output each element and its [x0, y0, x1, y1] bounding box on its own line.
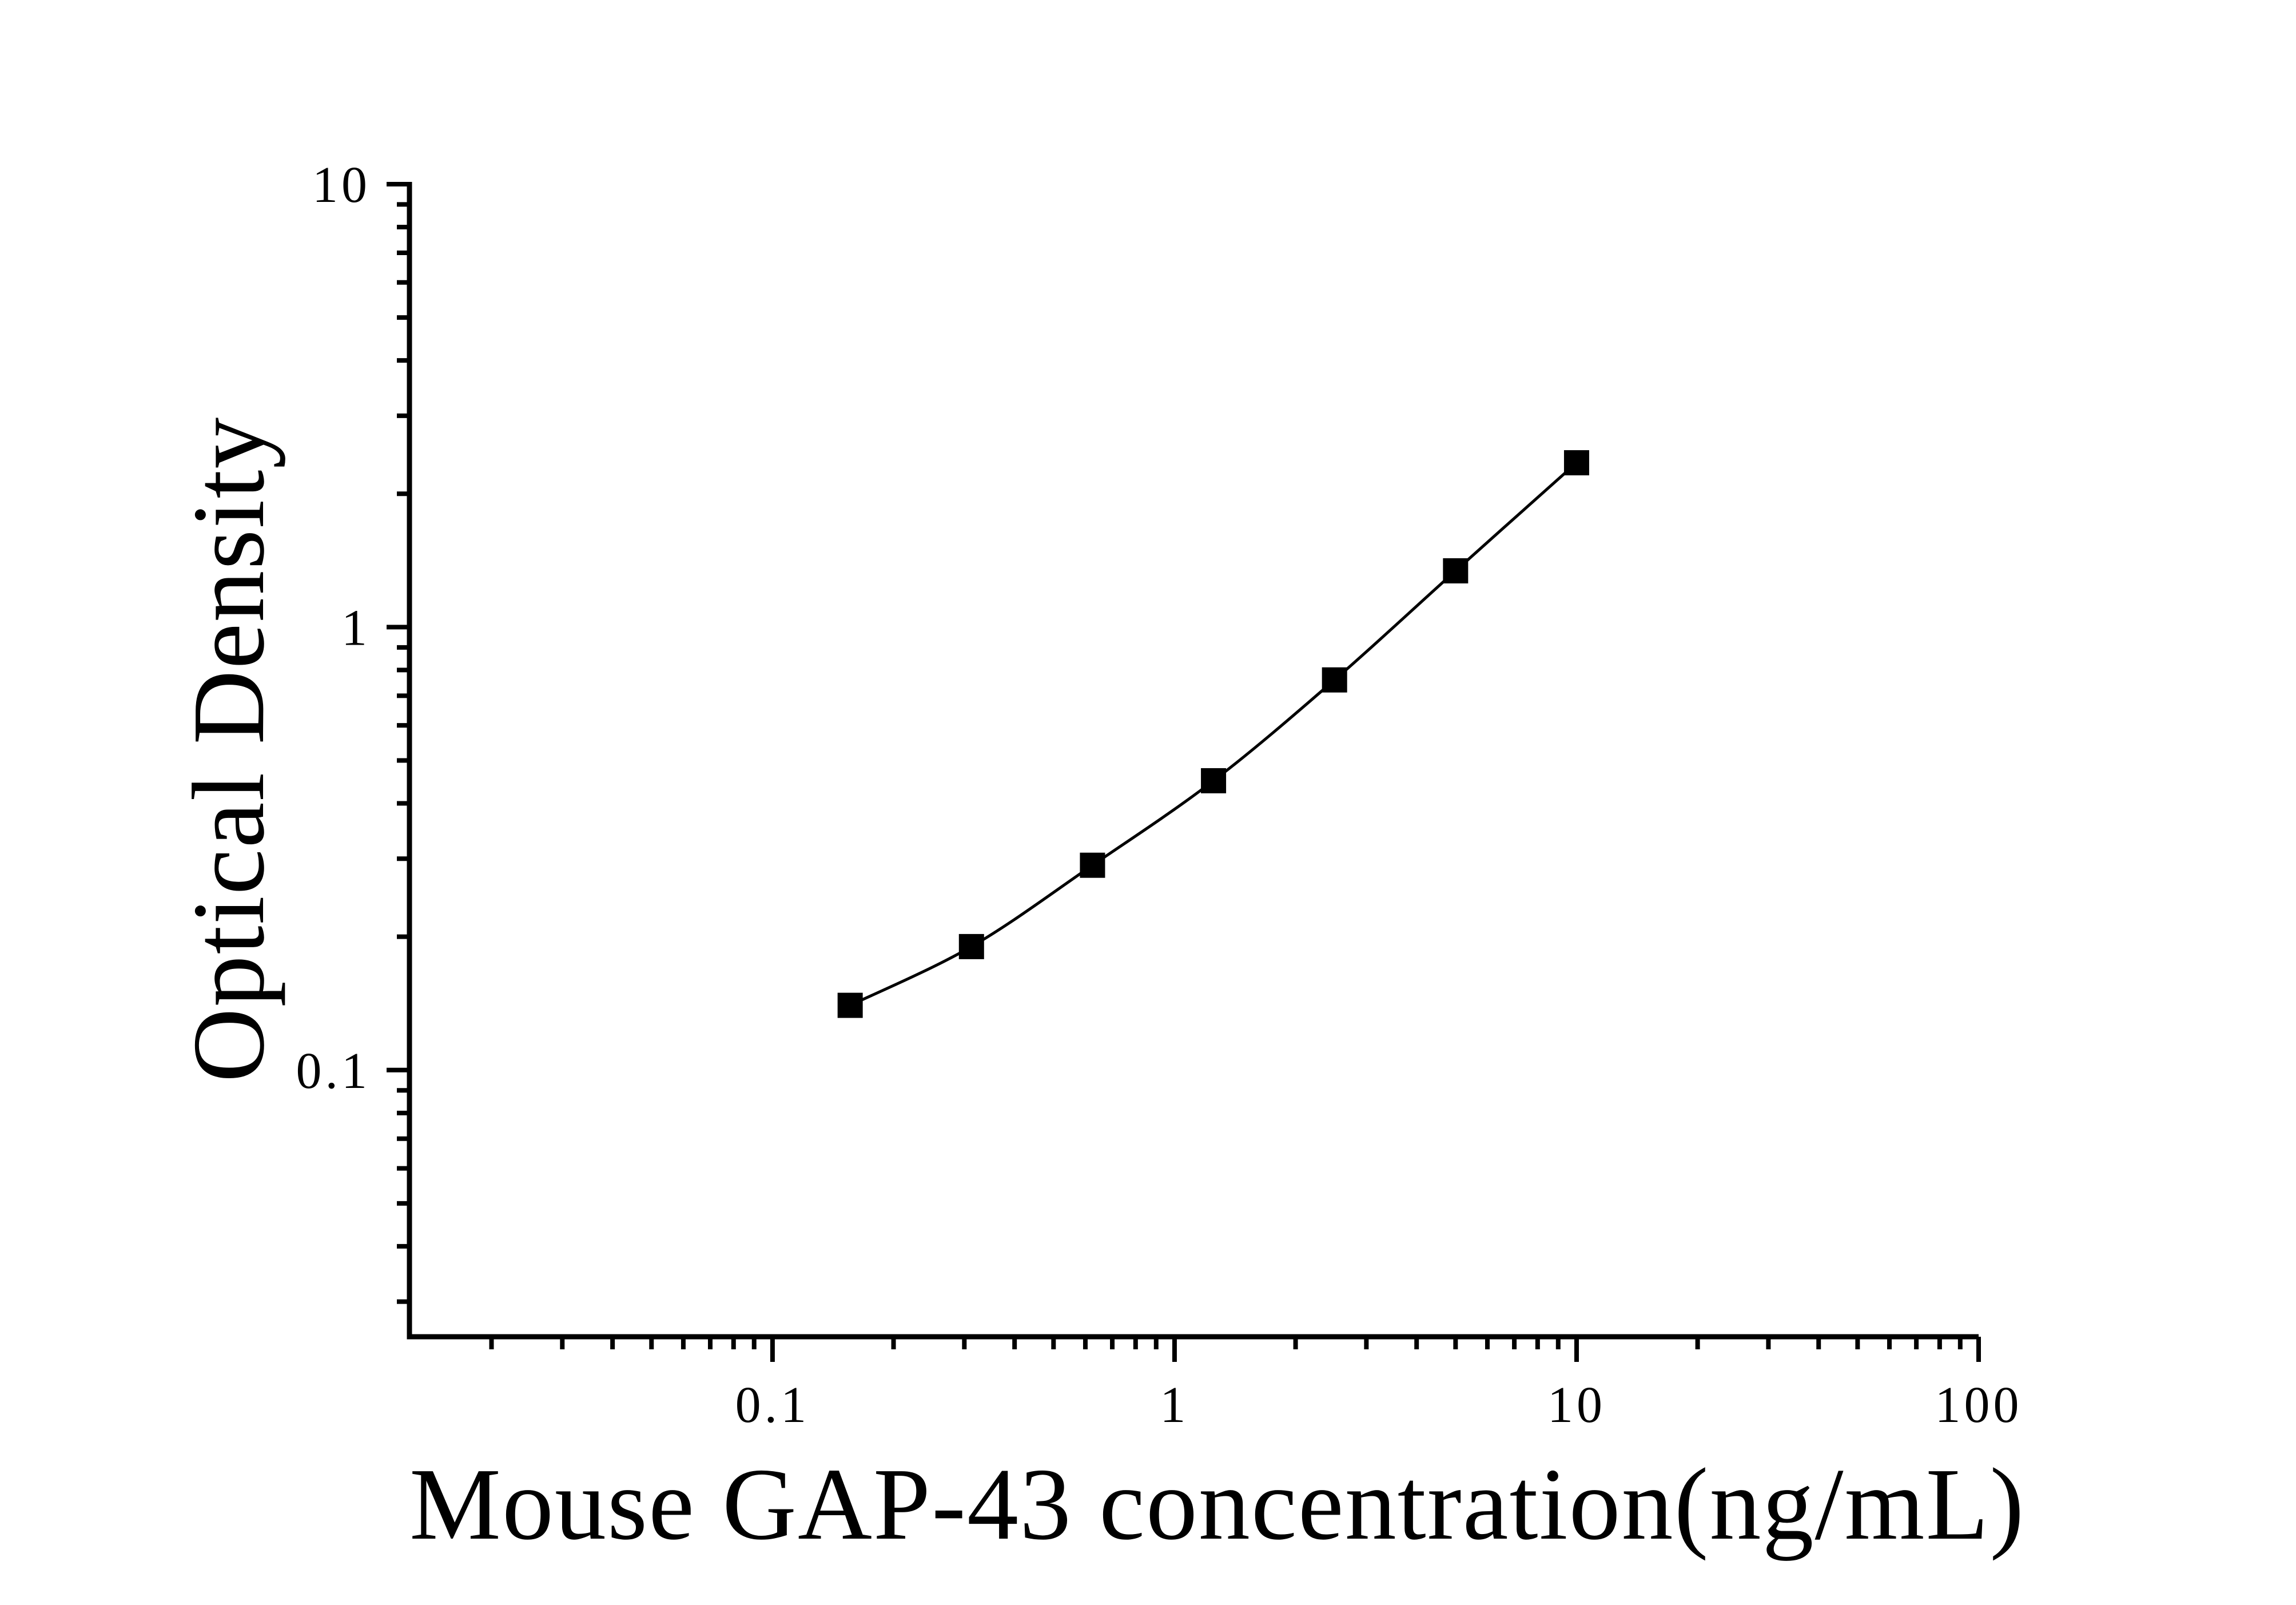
- data-point-marker: [1322, 667, 1347, 693]
- y-tick-label: 10: [312, 157, 371, 213]
- y-tick-label: 1: [341, 599, 371, 656]
- x-tick-label: 100: [1935, 1377, 2023, 1433]
- x-tick-label: 1: [1160, 1377, 1189, 1433]
- data-point-marker: [837, 992, 863, 1018]
- standard-curve-line: [849, 462, 1578, 1007]
- x-tick-label: 0.1: [735, 1377, 810, 1433]
- x-tick-label: 10: [1547, 1377, 1606, 1433]
- data-point-marker: [1080, 852, 1105, 878]
- x-axis-title: Mouse GAP-43 concentration(ng/mL): [409, 1447, 2026, 1561]
- data-point-marker: [958, 933, 984, 959]
- data-point-marker: [1563, 450, 1589, 476]
- y-axis-title: Optical Density: [172, 416, 285, 1083]
- y-tick-label: 0.1: [296, 1043, 371, 1099]
- data-point-marker: [1201, 768, 1227, 793]
- data-point-marker: [1443, 558, 1469, 583]
